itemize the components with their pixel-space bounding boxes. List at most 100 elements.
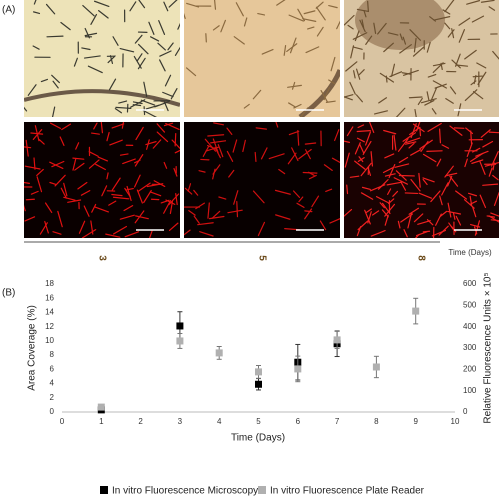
cell	[350, 45, 355, 59]
cell	[298, 148, 312, 160]
cell	[399, 44, 412, 54]
cell	[218, 196, 227, 200]
cell	[336, 20, 340, 30]
cell	[119, 48, 135, 53]
cell	[236, 200, 239, 218]
cell	[60, 187, 67, 199]
cell	[307, 26, 315, 30]
cell	[77, 181, 88, 190]
cell	[159, 59, 166, 72]
cell	[386, 181, 403, 186]
cell	[432, 62, 446, 67]
cell	[464, 158, 468, 168]
cell	[440, 62, 443, 71]
cell	[121, 122, 125, 129]
cell	[452, 212, 456, 220]
cell	[106, 131, 110, 142]
cell	[470, 130, 473, 145]
cell	[81, 47, 91, 51]
cell	[393, 134, 397, 151]
y-tick-label: 4	[50, 379, 55, 388]
cell	[450, 225, 457, 233]
cell	[83, 55, 101, 59]
cell	[357, 220, 369, 231]
x-tick-label: 3	[178, 417, 183, 426]
cell	[72, 158, 77, 171]
cell-cluster	[355, 0, 445, 50]
cell	[113, 225, 128, 235]
y2-tick-label: 0	[463, 407, 468, 416]
cell	[401, 72, 412, 75]
cell	[360, 162, 372, 177]
cell	[402, 132, 417, 142]
cell	[384, 153, 395, 159]
cell	[287, 84, 302, 88]
cell	[381, 209, 389, 218]
cell	[134, 154, 144, 167]
cell	[213, 0, 217, 10]
y2-tick-label: 400	[463, 322, 477, 331]
cell	[447, 29, 455, 38]
cell	[371, 210, 380, 216]
cell	[325, 100, 336, 103]
cell	[490, 219, 499, 222]
cell	[210, 140, 227, 144]
cell	[289, 37, 297, 54]
cell	[174, 149, 180, 154]
cell	[130, 99, 146, 108]
cell	[148, 230, 153, 238]
cell	[392, 190, 399, 197]
cell	[436, 158, 442, 167]
cell	[389, 71, 403, 78]
cell	[408, 96, 423, 99]
cell	[370, 230, 386, 237]
cell	[363, 10, 367, 18]
cell	[205, 146, 220, 152]
cell	[420, 140, 429, 153]
cell	[108, 78, 117, 91]
cell	[444, 22, 451, 30]
cell	[374, 110, 388, 115]
cell	[46, 35, 64, 38]
cell	[305, 46, 320, 54]
cell	[346, 126, 354, 137]
cell	[67, 199, 82, 203]
cell	[426, 150, 443, 152]
cell	[177, 22, 180, 30]
cell	[57, 210, 63, 228]
fluorescence-image	[184, 122, 340, 238]
cell	[383, 42, 394, 53]
cell	[403, 69, 419, 76]
cell	[439, 195, 443, 206]
y2-tick-label: 200	[463, 364, 477, 373]
cell	[472, 206, 477, 218]
cell	[52, 231, 62, 235]
cell	[159, 50, 172, 57]
cell	[472, 91, 484, 100]
cell	[470, 223, 481, 228]
cell	[36, 176, 43, 193]
cell	[51, 74, 60, 84]
cell	[320, 89, 328, 103]
cell	[153, 180, 166, 188]
cell	[134, 34, 143, 44]
cells	[344, 0, 499, 117]
cell	[445, 97, 454, 104]
cell	[124, 187, 131, 198]
cell	[73, 57, 78, 67]
cell	[276, 0, 286, 6]
cell	[325, 188, 333, 193]
cell	[334, 129, 340, 142]
cell	[480, 129, 491, 138]
cell	[433, 16, 451, 21]
cell	[126, 185, 132, 201]
cell	[408, 142, 415, 149]
cell	[257, 12, 266, 16]
cell	[387, 32, 399, 36]
cell	[426, 41, 431, 53]
cell	[24, 216, 36, 222]
fluorescence-image	[24, 122, 180, 238]
cell	[152, 139, 162, 149]
cell	[410, 149, 422, 156]
cell	[395, 170, 407, 181]
